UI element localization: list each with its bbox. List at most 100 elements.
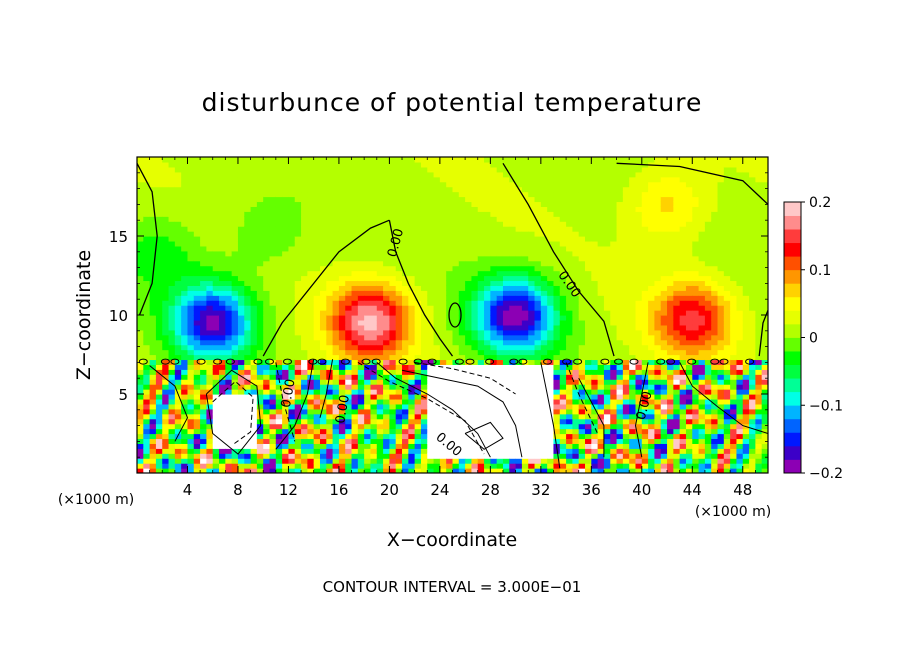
heatmap-cell (502, 157, 510, 163)
heatmap-cell (376, 418, 384, 425)
heatmap-cell (502, 216, 510, 222)
heatmap-cell (155, 285, 163, 291)
heatmap-cell (137, 236, 144, 242)
heatmap-cell (490, 379, 498, 385)
heatmap-cell (231, 423, 239, 430)
heatmap-cell (263, 374, 271, 380)
heatmap-cell (433, 176, 441, 183)
heatmap-cell (389, 300, 397, 306)
heatmap-cell (452, 221, 460, 227)
heatmap-cell (433, 448, 441, 454)
heatmap-cell (383, 201, 390, 207)
heatmap-cell (597, 458, 605, 464)
heatmap-cell (319, 157, 327, 163)
heatmap-cell (534, 468, 542, 473)
heatmap-cell (452, 384, 460, 390)
heatmap-cell (313, 344, 321, 351)
heatmap-cell (502, 374, 510, 380)
heatmap-cell (269, 216, 277, 222)
heatmap-cell (597, 310, 605, 316)
heatmap-cell (559, 196, 567, 203)
heatmap-cell (502, 240, 510, 247)
heatmap-cell (149, 176, 157, 183)
heatmap-cell (433, 201, 441, 207)
heatmap-cell (319, 324, 327, 331)
heatmap-cell (200, 433, 208, 440)
heatmap-cell (231, 310, 239, 316)
heatmap-cell (376, 191, 384, 198)
heatmap-cell (357, 354, 365, 361)
heatmap-cell (427, 157, 435, 163)
heatmap-cell (301, 319, 308, 326)
heatmap-cell (439, 463, 447, 469)
heatmap-cell (370, 285, 378, 291)
heatmap-cell (294, 324, 302, 331)
heatmap-cell (490, 216, 498, 222)
heatmap-cell (433, 216, 441, 222)
heatmap-cell (603, 394, 611, 400)
heatmap-cell (389, 453, 397, 459)
heatmap-cell (174, 413, 182, 420)
heatmap-cell (206, 280, 214, 286)
heatmap-cell (307, 255, 315, 262)
heatmap-cell (484, 240, 491, 247)
heatmap-cell (275, 171, 283, 178)
heatmap-cell (477, 359, 485, 365)
heatmap-cell (496, 300, 504, 306)
heatmap-cell (364, 157, 372, 163)
heatmap-cell (269, 339, 277, 346)
heatmap-cell (338, 181, 346, 188)
heatmap-cell (282, 280, 290, 286)
heatmap-cell (408, 379, 416, 385)
heatmap-cell (616, 398, 624, 405)
heatmap-cell (376, 290, 384, 296)
heatmap-cell (622, 339, 630, 346)
heatmap-cell (477, 236, 485, 242)
heatmap-cell (301, 339, 308, 346)
heatmap-cell (446, 157, 454, 163)
heatmap-cell (244, 290, 252, 296)
heatmap-cell (332, 275, 340, 282)
heatmap-cell (446, 285, 454, 291)
heatmap-cell (219, 270, 226, 277)
heatmap-cell (509, 305, 517, 311)
heatmap-cell (313, 221, 321, 227)
heatmap-cell (370, 236, 378, 242)
heatmap-cell (395, 394, 403, 400)
heatmap-cell (490, 354, 498, 361)
heatmap-cell (250, 418, 258, 425)
heatmap-cell (622, 245, 630, 252)
heatmap-cell (496, 211, 504, 217)
heatmap-cell (616, 354, 624, 361)
heatmap-cell (326, 403, 334, 410)
heatmap-cell (301, 226, 308, 232)
heatmap-cell (547, 161, 555, 168)
heatmap-cell (578, 305, 586, 311)
heatmap-cell (566, 310, 573, 316)
heatmap-cell (225, 211, 233, 217)
heatmap-cell (376, 226, 384, 232)
heatmap-cell (534, 418, 542, 425)
heatmap-cell (149, 157, 157, 163)
heatmap-cell (553, 334, 561, 341)
heatmap-cell (408, 196, 416, 203)
heatmap-cell (357, 231, 365, 237)
heatmap-cell (155, 300, 163, 306)
heatmap-cell (181, 438, 189, 444)
heatmap-cell (402, 374, 409, 380)
heatmap-cell (389, 384, 397, 390)
heatmap-cell (427, 374, 435, 380)
heatmap-cell (389, 463, 397, 469)
heatmap-cell (603, 344, 611, 351)
heatmap-cell (427, 231, 435, 237)
heatmap-cell (187, 398, 195, 405)
heatmap-cell (357, 285, 365, 291)
heatmap-cell (250, 186, 258, 193)
heatmap-cell (402, 339, 409, 346)
heatmap-cell (332, 290, 340, 296)
heatmap-cell (578, 300, 586, 306)
heatmap-cell (200, 364, 208, 370)
heatmap-cell (143, 384, 151, 390)
heatmap-cell (439, 310, 447, 316)
heatmap-cell (313, 166, 321, 173)
